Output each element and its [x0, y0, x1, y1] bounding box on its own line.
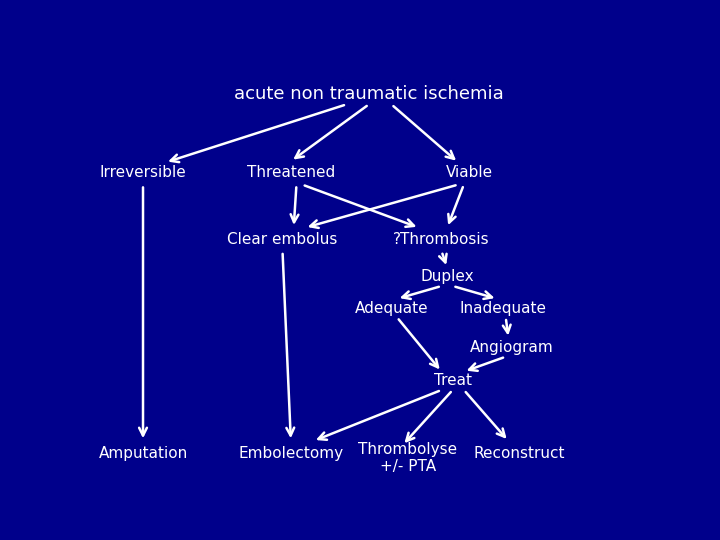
Text: Angiogram: Angiogram	[469, 340, 553, 355]
Text: Inadequate: Inadequate	[459, 301, 546, 315]
Text: Thrombolyse
+/- PTA: Thrombolyse +/- PTA	[359, 442, 458, 474]
Text: Treat: Treat	[433, 373, 472, 388]
Text: Irreversible: Irreversible	[99, 165, 186, 180]
Text: Threatened: Threatened	[247, 165, 335, 180]
Text: Amputation: Amputation	[99, 446, 188, 461]
Text: Embolectomy: Embolectomy	[238, 446, 343, 461]
Text: Clear embolus: Clear embolus	[228, 232, 338, 247]
Text: Reconstruct: Reconstruct	[474, 446, 565, 461]
Text: Adequate: Adequate	[354, 301, 428, 315]
Text: Duplex: Duplex	[420, 269, 474, 285]
Text: Viable: Viable	[446, 165, 493, 180]
Text: acute non traumatic ischemia: acute non traumatic ischemia	[234, 85, 504, 103]
Text: ?Thrombosis: ?Thrombosis	[393, 232, 490, 247]
